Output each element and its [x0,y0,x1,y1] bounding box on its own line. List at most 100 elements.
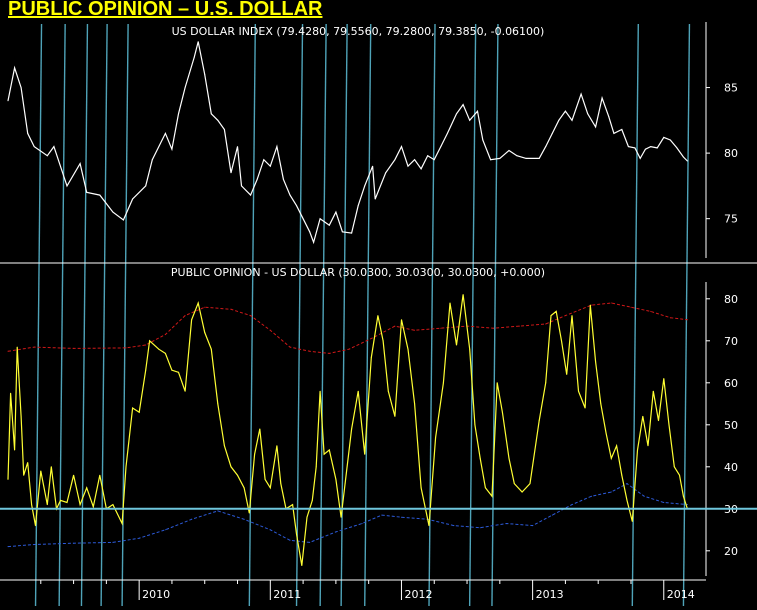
dollar-index-line-point [256,178,258,180]
dollar-index-line-point [237,146,238,148]
public-opinion-line-point [73,474,75,476]
dollar-index-line-point [79,163,81,165]
upper-band-line-point [250,315,252,317]
dollar-index-line-point [621,129,623,130]
upper-band-line-point [204,306,206,308]
dollar-index-line-point [385,172,387,174]
lower-band-line-point [381,514,383,516]
dollar-index-y-tick-label: 80 [724,147,738,160]
public-opinion-line [7,294,688,566]
lower-band-line-point [643,495,645,497]
public-opinion-line-point [254,453,256,455]
public-opinion-line-point [344,483,346,485]
public-opinion-line-point [578,390,579,392]
public-opinion-line-point [125,466,127,468]
dollar-index-line-point [14,67,16,69]
dollar-index-line-point [608,115,610,117]
public-opinion-line-point [7,478,9,480]
dollar-index-line-point [551,132,553,134]
dollar-index-line-point [164,132,166,134]
dollar-index-line-point [145,185,147,187]
lower-band-line-point [73,542,75,544]
lower-band-line-point [361,523,363,524]
dollar-index-line-point [112,211,114,213]
public-opinion-line-point [387,390,389,392]
dollar-index-line-point [462,104,464,106]
public-opinion-line-point [243,487,245,489]
upper-band-line-point [145,344,147,346]
lower-band-line-point [551,514,553,516]
public-opinion-line-point [351,428,353,430]
public-opinion-line-point [647,445,649,447]
upper-band-line-point [630,306,632,308]
upper-band-line-point [669,317,671,319]
upper-band-line-point [414,329,416,331]
dollar-index-line-point [341,231,343,233]
public-opinion-line-point [682,495,684,497]
dollar-index-line-point [433,159,435,161]
public-opinion-line-point [311,499,313,501]
dollar-index-panel: US DOLLAR INDEX (79.4280, 79.5560, 79.28… [7,22,738,258]
public-opinion-line-point [663,378,665,380]
dollar-index-series [7,41,688,245]
dollar-index-line-point [613,132,615,134]
public-opinion-line-point [496,382,498,384]
lower-band-line-point [138,537,140,539]
dollar-index-line-point [564,110,566,112]
public-opinion-line-point [584,407,586,409]
public-opinion-line-point [10,392,12,394]
dollar-index-line-point [204,73,206,75]
public-opinion-line-point [420,487,422,489]
lower-band-line-point [626,483,628,485]
dollar-index-line-point [477,110,478,112]
dollar-index-line-point [394,159,396,161]
dollar-index-line-point [302,218,304,220]
public-opinion-line-point [66,502,68,503]
dollar-index-line-point [33,146,35,148]
dollar-index-line-point [357,205,359,207]
lower-band-line-point [610,491,612,493]
dollar-index-line-point [250,194,252,196]
dollar-index-line-point [7,100,9,102]
public-opinion-line-point [35,525,36,527]
dollar-index-line-point [20,87,22,89]
public-opinion-series [7,294,688,566]
public-opinion-line-point [474,424,476,426]
upper-band-line-point [125,347,127,349]
lower-band-line-point [164,529,166,531]
dollar-index-line-point [482,139,484,141]
page-title: PUBLIC OPINION – U.S. DOLLAR [8,0,323,20]
dollar-index-line-point [197,41,199,43]
public-opinion-line-point [566,373,568,375]
lower-band-line-point [591,495,593,497]
public-opinion-line-point [335,478,337,480]
public-opinion-line-point [248,512,250,514]
public-opinion-line-point [217,403,219,405]
upper-band-line-point [348,348,350,350]
dollar-index-line-point [122,219,124,221]
lower-band-line-point [7,546,9,548]
public-opinion-line-point [407,348,409,350]
dollar-index-line-point [682,156,684,158]
dollar-index-line-point [644,148,646,150]
dollar-index-line-point [676,147,678,149]
dollar-index-line-point [335,211,337,213]
public-opinion-line-point [86,487,88,489]
dollar-index-line-point [263,159,265,161]
dollar-index-line-point [364,185,366,187]
public-opinion-line-point [112,504,114,506]
lower-band-line-point [289,539,291,541]
upper-band-line-point [164,334,166,335]
public-opinion-line-point [306,516,308,518]
upper-band-line-point [440,327,442,329]
public-opinion-line-point [595,361,597,363]
public-opinion-line-point [16,346,18,348]
public-opinion-line-point [521,491,523,493]
dollar-index-line-point [639,157,641,159]
public-opinion-y-tick-label: 70 [724,335,738,348]
lower-band-line-point [505,523,507,524]
public-opinion-line-point [132,407,134,409]
public-opinion-y-tick-label: 80 [724,293,738,306]
x-tick-label: 2012 [404,588,432,601]
